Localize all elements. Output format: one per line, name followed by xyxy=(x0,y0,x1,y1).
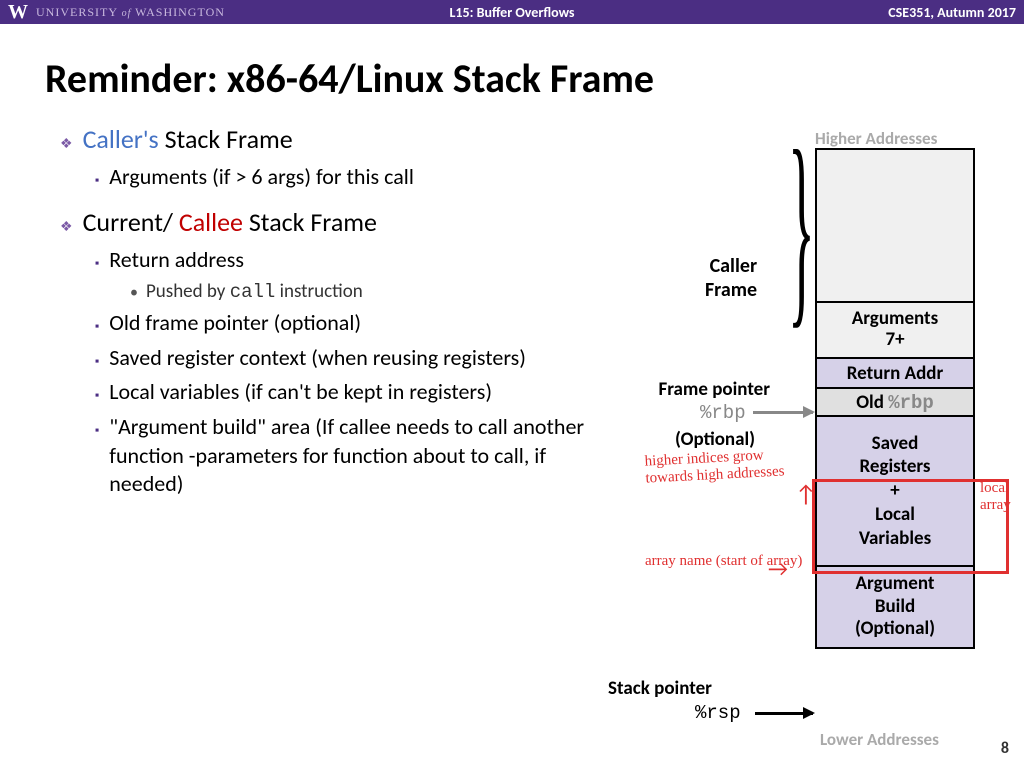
w-logo: W xyxy=(8,1,28,24)
slide-title: Reminder: x86-64/Linux Stack Frame xyxy=(45,54,1024,103)
rbp-arrow xyxy=(753,411,813,414)
university-name: UNIVERSITY of WASHINGTON xyxy=(36,5,225,20)
rsp-register: %rsp xyxy=(695,702,741,724)
frame-pointer-label: Frame pointer xyxy=(605,378,770,401)
arg-build-box: ArgumentBuild(Optional) xyxy=(815,567,975,649)
bullet-l2: ▪"Argument build" area (If callee needs … xyxy=(95,413,590,499)
old-rbp-box: Old %rbp xyxy=(815,389,975,417)
bullet-l3: •Pushed by call instruction xyxy=(130,280,590,303)
bullet-list: ❖Caller's Stack Frame ▪Arguments (if > 6… xyxy=(60,123,590,505)
caller-brace: } xyxy=(788,118,815,334)
caller-frame-box xyxy=(815,148,975,303)
higher-addr-label: Higher Addresses xyxy=(815,128,937,149)
bullet-l2: ▪Saved register context (when reusing re… xyxy=(95,344,590,373)
bullet-l2: ▪Return address xyxy=(95,246,590,275)
red-arrow-up: ↑ xyxy=(795,480,817,509)
rsp-arrow xyxy=(755,712,813,715)
stack-pointer-label: Stack pointer xyxy=(608,677,712,700)
bullet-l2: ▪Local variables (if can't be kept in re… xyxy=(95,378,590,407)
lecture-title: L15: Buffer Overflows xyxy=(449,4,574,21)
course-term: CSE351, Autumn 2017 xyxy=(888,4,1016,21)
arguments-box: Arguments7+ xyxy=(815,303,975,359)
bullet-l1: ❖Current/ Callee Stack Frame xyxy=(60,206,590,238)
bullet-l1: ❖Caller's Stack Frame xyxy=(60,123,590,155)
rbp-register: %rbp xyxy=(700,402,746,424)
local-array-highlight xyxy=(812,479,1009,574)
page-number: 8 xyxy=(1001,739,1009,758)
red-arrow-right: → xyxy=(768,555,788,582)
return-addr-box: Return Addr xyxy=(815,359,975,389)
caller-frame-label: CallerFrame xyxy=(705,254,757,302)
bullet-l2: ▪Old frame pointer (optional) xyxy=(95,309,590,338)
bullet-l2: ▪Arguments (if > 6 args) for this call xyxy=(95,163,590,192)
lower-addr-label: Lower Addresses xyxy=(820,729,939,750)
slide-header: W UNIVERSITY of WASHINGTON L15: Buffer O… xyxy=(0,0,1024,24)
